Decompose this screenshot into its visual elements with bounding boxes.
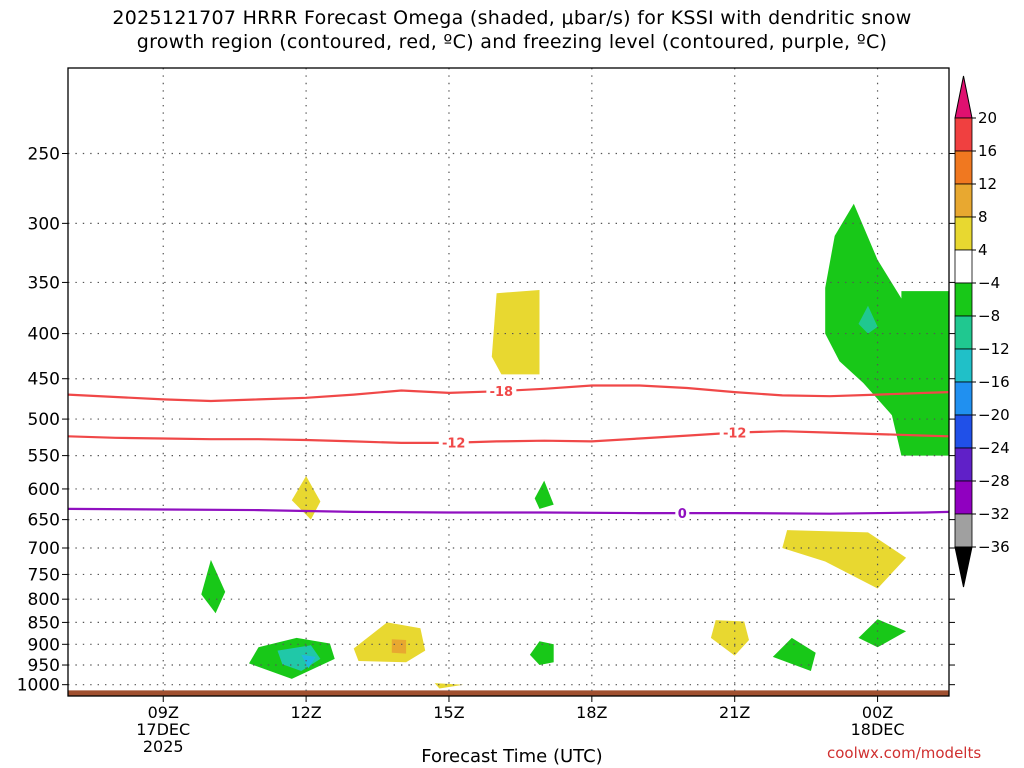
colorbar: 20 16 12 8 4 −4 −8 −12 −16 −20 −24 −28 −32 −36 <box>954 75 1010 588</box>
contour-line-0 <box>67 384 950 403</box>
colorbar-swatch-9 <box>954 414 973 449</box>
colorbar-label-8: −16 <box>978 373 1010 391</box>
colorbar-label-6: −8 <box>978 307 1000 325</box>
colorbar-label-9: −20 <box>978 406 1010 424</box>
colorbar-label-13: −36 <box>978 538 1010 556</box>
y-tick-label-950: 950 <box>28 656 60 676</box>
contour-label-1-1: -12 <box>723 427 747 442</box>
x-axis-label: Forecast Time (UTC) <box>421 746 603 767</box>
gridlines <box>68 68 949 696</box>
contour-line-1 <box>67 430 950 444</box>
omega-region-6 <box>201 559 226 614</box>
omega-region-12 <box>529 641 554 665</box>
colorbar-swatch-12 <box>954 513 973 548</box>
x-tick-label-18Z: 18Z <box>576 703 607 722</box>
colorbar-swatch-11 <box>954 480 973 515</box>
x-tick-label-18DEC: 18DEC <box>851 720 905 739</box>
y-tick-label-400: 400 <box>28 325 60 345</box>
colorbar-swatch-4 <box>954 249 973 284</box>
contour-label-bg <box>675 506 690 521</box>
omega-region-4 <box>534 480 554 509</box>
x-tick-label-2025: 2025 <box>143 737 184 756</box>
y-tick-label-900: 900 <box>28 635 60 655</box>
omega-region-16 <box>434 683 464 689</box>
omega-region-11 <box>391 639 407 654</box>
x-tick-label-15Z: 15Z <box>433 703 464 722</box>
y-tick-label-300: 300 <box>28 214 60 234</box>
title-line-1: 2025121707 HRRR Forecast Omega (shaded, … <box>112 7 912 29</box>
contour-line-2 <box>67 507 950 515</box>
y-tick-label-750: 750 <box>28 565 60 585</box>
colorbar-swatch-8 <box>954 381 973 416</box>
colorbar-label-3: 8 <box>978 208 988 226</box>
y-tick-label-800: 800 <box>28 590 60 610</box>
omega-region-14 <box>772 637 816 671</box>
x-tick-label-12Z: 12Z <box>290 703 321 722</box>
colorbar-swatch-6 <box>954 315 973 350</box>
y-tick-label-700: 700 <box>28 539 60 559</box>
colorbar-label-4: 4 <box>978 241 988 259</box>
omega-region-2 <box>858 305 878 334</box>
title-line-2: growth region (contoured, red, ºC) and f… <box>136 31 888 53</box>
omega-region-9 <box>301 654 316 669</box>
colorbar-swatch-7 <box>954 348 973 383</box>
ground-surface <box>68 690 949 696</box>
x-tick-label-17DEC: 17DEC <box>136 720 190 739</box>
omega-region-15 <box>858 619 907 648</box>
colorbar-label-5: −4 <box>978 274 1000 292</box>
y-tick-label-600: 600 <box>28 480 60 500</box>
y-tick-label-350: 350 <box>28 273 60 293</box>
plot-frame <box>67 67 950 697</box>
y-tick-label-650: 650 <box>28 511 60 531</box>
omega-region-1 <box>825 203 949 456</box>
omega-region-5 <box>782 530 907 589</box>
y-tick-label-850: 850 <box>28 613 60 633</box>
omega-region-10 <box>353 622 426 663</box>
colorbar-label-1: 16 <box>978 142 997 160</box>
contour-lines: -18 -12 -12 0 <box>67 384 950 522</box>
colorbar-top-arrow <box>954 75 973 119</box>
y-tick-label-250: 250 <box>28 144 60 164</box>
colorbar-swatch-2 <box>954 183 973 218</box>
chart-title: 2025121707 HRRR Forecast Omega (shaded, … <box>0 6 1024 54</box>
contour-label-bg <box>719 425 750 440</box>
colorbar-swatch-0 <box>954 117 973 152</box>
y-tick-label-450: 450 <box>28 370 60 390</box>
contour-label-1-0: -12 <box>442 437 466 452</box>
colorbar-swatch-10 <box>954 447 973 482</box>
plot-area <box>68 203 949 696</box>
colorbar-swatch-1 <box>954 150 973 185</box>
contour-label-0-0: -18 <box>490 385 514 400</box>
omega-region-13 <box>710 620 749 656</box>
x-tick-label-21Z: 21Z <box>719 703 750 722</box>
axes: 2503003504004505005506006507007508008509… <box>17 144 955 756</box>
colorbar-label-0: 20 <box>978 109 997 127</box>
colorbar-bottom-arrow <box>954 546 973 588</box>
colorbar-label-12: −32 <box>978 505 1010 523</box>
y-tick-label-550: 550 <box>28 447 60 467</box>
contour-label-2-0: 0 <box>678 507 687 522</box>
y-tick-label-1000: 1000 <box>17 676 60 696</box>
contour-label-bg <box>486 384 517 399</box>
credit-text: coolwx.com/modelts <box>827 744 982 762</box>
colorbar-label-11: −28 <box>978 472 1010 490</box>
colorbar-swatch-5 <box>954 282 973 317</box>
colorbar-swatch-3 <box>954 216 973 251</box>
colorbar-label-7: −12 <box>978 340 1010 358</box>
x-tick-label-00Z: 00Z <box>862 703 893 722</box>
x-tick-label-09Z: 09Z <box>148 703 179 722</box>
colorbar-label-10: −24 <box>978 439 1010 457</box>
y-tick-label-500: 500 <box>28 410 60 430</box>
omega-region-0 <box>491 290 540 375</box>
contour-label-bg <box>438 435 469 450</box>
colorbar-label-2: 12 <box>978 175 997 193</box>
